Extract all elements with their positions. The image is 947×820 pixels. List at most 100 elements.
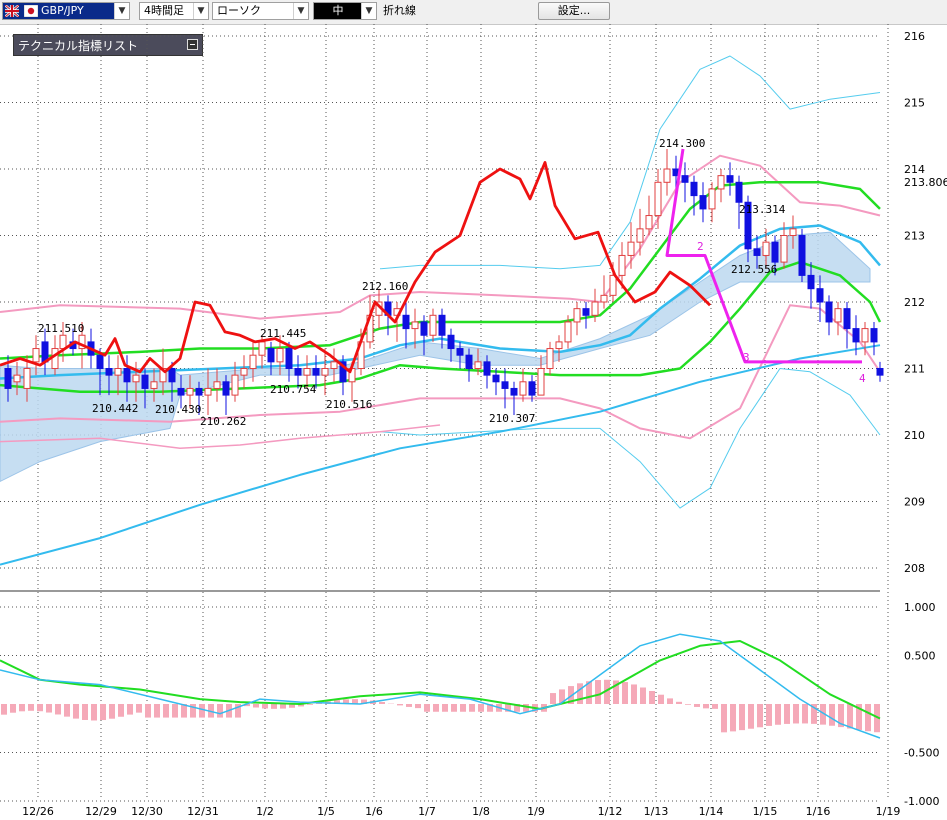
macd-bar [91,704,97,721]
timeframe-label: 4時間足 [144,4,184,17]
candle-bear [483,361,491,376]
macd-bar [757,704,763,728]
macd-bar [208,704,214,718]
macd-bar [865,704,871,732]
macd-bar [379,701,385,704]
candle-bull [546,348,554,369]
macd-bar [847,704,853,729]
macd-bar [469,704,475,712]
candle-bear [690,181,698,197]
candle-bull [186,387,194,396]
candle-bear [807,274,815,290]
price-annotation: 210.442 [92,402,138,415]
candle-bull [780,235,788,263]
macd-bar [370,700,376,704]
macd-bar [235,704,241,718]
macd-bar [451,704,457,712]
price-annotation: 214.300 [659,137,705,150]
chart-type-select[interactable]: ローソク ▼ [212,2,309,20]
macd-bar [442,704,448,712]
macd-bar [280,704,286,709]
indicator-list-panel[interactable]: テクニカル指標リスト [13,34,203,56]
line-width-swatch: 中 [314,3,362,19]
candle-bull [762,241,770,256]
candle-bull [366,314,374,343]
candle-bull [348,368,356,383]
candle-bull [114,368,122,376]
macd-bar [730,704,736,732]
overlay-lines [0,148,862,374]
minimize-icon[interactable] [187,39,198,50]
x-tick-label: 1/19 [876,805,901,818]
macd-bar [595,680,601,704]
candle-bear [339,361,347,383]
y-tick-label: 212 [904,296,925,309]
macd-bar [343,699,349,704]
currency-pair-select[interactable]: GBP/JPY ▼ [2,2,130,20]
x-tick-label: 1/2 [256,805,274,818]
x-tick-label: 1/15 [753,805,778,818]
candle-bear [294,368,302,376]
bollinger-lower-2 [379,368,881,509]
macd-bar [541,704,547,712]
y-tick-label: 208 [904,562,925,575]
macd-bar [73,704,79,719]
chevron-down-icon: ▼ [114,3,129,19]
candle-bear [105,368,113,376]
candle-bull [231,374,239,396]
macd-bar [739,704,745,731]
line-width-select[interactable]: 中 ▼ [313,2,377,20]
indicator-list-title: テクニカル指標リスト [18,39,139,53]
price-annotation: 212.160 [362,280,408,293]
red-line [0,160,711,374]
candle-bull [609,274,617,296]
candle-bull [519,381,527,396]
macd-bar [82,704,88,720]
price-annotation: 210.307 [489,412,535,425]
macd-bar [604,679,610,704]
macd-bar [694,704,700,707]
macd-bar [226,704,232,718]
candle-bull [213,381,221,389]
macd-bar [244,704,250,707]
candle-bear [222,381,230,396]
candle-bull [240,368,248,376]
macd-bar [334,700,340,704]
macd-bar [712,704,718,709]
candle-bear [843,308,851,330]
x-tick-label: 1/14 [699,805,724,818]
candle-bear [465,354,473,370]
macd-bar [298,704,304,707]
x-tick-label: 12/29 [85,805,117,818]
candle-bear [402,314,410,330]
candle-bear [87,341,95,356]
macd-bar [802,704,808,724]
candle-bear [312,368,320,376]
x-tick-label: 1/8 [472,805,490,818]
chart-type-label: ローソク [217,4,261,17]
candle-bull [591,301,599,316]
candle-bear [816,288,824,303]
candle-bull [834,308,842,323]
candle-bear [195,387,203,396]
bollinger-lower-1 [0,304,881,440]
wave-label: 3 [743,351,750,364]
current-price-label: 213.806 [904,176,947,189]
macd-bar [10,704,16,713]
candle-bull [861,328,869,343]
timeframe-select[interactable]: 4時間足 ▼ [139,2,209,20]
macd-bar [55,704,61,715]
macd-bar [1,704,7,715]
candle-bull [537,368,545,396]
macd-bar [181,704,187,718]
macd-bar [568,686,574,704]
macd-bar [676,701,682,704]
settings-button[interactable]: 設定... [538,2,610,20]
price-annotation: 210.754 [270,383,317,396]
candle-bull [13,374,21,383]
candle-bull [59,334,67,350]
candle-bear [870,328,878,343]
candle-bull [330,361,338,370]
candle-bear [876,368,884,376]
